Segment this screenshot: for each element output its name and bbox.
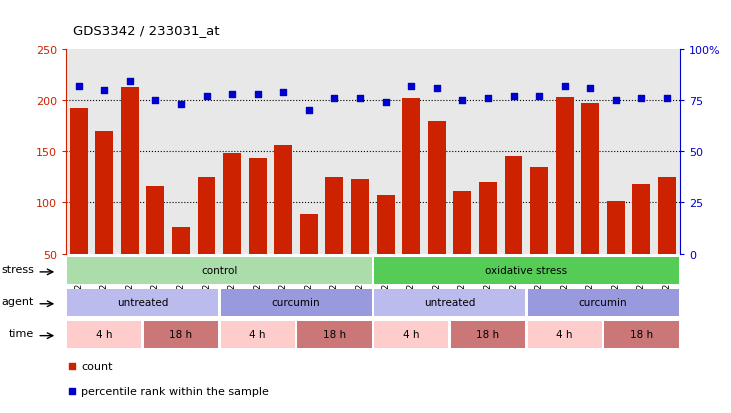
Text: untreated: untreated — [424, 297, 475, 308]
Point — [226, 91, 238, 98]
Text: percentile rank within the sample: percentile rank within the sample — [81, 386, 269, 396]
Text: untreated: untreated — [117, 297, 168, 308]
Bar — [453, 192, 471, 305]
Bar — [374, 321, 448, 348]
Point — [66, 363, 77, 369]
Bar — [274, 146, 292, 305]
Text: GDS3342 / 233031_at: GDS3342 / 233031_at — [73, 24, 219, 37]
Bar — [556, 97, 574, 305]
Text: 4 h: 4 h — [249, 329, 266, 339]
Point — [585, 85, 596, 92]
Point — [405, 83, 417, 90]
Bar — [374, 289, 525, 316]
Bar — [144, 321, 218, 348]
Text: 18 h: 18 h — [630, 329, 653, 339]
Bar — [479, 183, 497, 305]
Text: time: time — [9, 328, 34, 338]
Text: agent: agent — [1, 296, 34, 306]
Point — [66, 387, 77, 394]
Point — [124, 79, 136, 85]
Bar — [351, 179, 369, 305]
Bar — [172, 228, 190, 305]
Point — [277, 89, 289, 96]
Bar — [223, 154, 241, 305]
Bar — [528, 289, 678, 316]
Bar — [300, 214, 318, 305]
Bar — [69, 109, 88, 305]
Point — [431, 85, 442, 92]
Text: 4 h: 4 h — [556, 329, 573, 339]
Bar — [197, 177, 216, 305]
Bar — [298, 321, 371, 348]
Text: count: count — [81, 361, 113, 371]
Text: 18 h: 18 h — [477, 329, 499, 339]
Bar — [605, 321, 678, 348]
Text: control: control — [201, 266, 238, 276]
Bar — [221, 321, 295, 348]
Text: curcumin: curcumin — [579, 297, 627, 308]
Bar — [67, 321, 141, 348]
Bar — [607, 202, 625, 305]
Bar — [632, 185, 651, 305]
Point — [251, 91, 263, 98]
Point — [200, 93, 212, 100]
Point — [380, 100, 392, 106]
Bar — [530, 167, 548, 305]
Text: oxidative stress: oxidative stress — [485, 266, 567, 276]
Text: 18 h: 18 h — [323, 329, 346, 339]
Bar — [67, 257, 371, 284]
Point — [73, 83, 84, 90]
Text: 18 h: 18 h — [170, 329, 192, 339]
Bar — [528, 321, 602, 348]
Point — [507, 93, 519, 100]
Point — [635, 95, 648, 102]
Point — [661, 95, 673, 102]
Bar — [146, 187, 164, 305]
Bar — [504, 157, 523, 305]
Point — [482, 95, 494, 102]
Text: 4 h: 4 h — [403, 329, 420, 339]
Point — [329, 95, 341, 102]
Point — [98, 87, 110, 94]
Bar — [95, 131, 113, 305]
Point — [534, 93, 545, 100]
Point — [354, 95, 366, 102]
Point — [610, 97, 621, 104]
Bar — [451, 321, 525, 348]
Point — [303, 108, 315, 114]
Bar — [374, 257, 678, 284]
Text: 4 h: 4 h — [96, 329, 113, 339]
Bar — [67, 289, 218, 316]
Bar — [658, 177, 676, 305]
Text: curcumin: curcumin — [272, 297, 320, 308]
Bar — [428, 122, 446, 305]
Bar — [581, 104, 599, 305]
Bar — [376, 196, 395, 305]
Point — [456, 97, 469, 104]
Point — [149, 97, 161, 104]
Bar — [402, 99, 420, 305]
Point — [175, 102, 187, 108]
Bar — [221, 289, 371, 316]
Bar — [249, 159, 267, 305]
Point — [558, 83, 570, 90]
Bar — [325, 177, 344, 305]
Text: stress: stress — [1, 264, 34, 274]
Bar — [121, 88, 139, 305]
